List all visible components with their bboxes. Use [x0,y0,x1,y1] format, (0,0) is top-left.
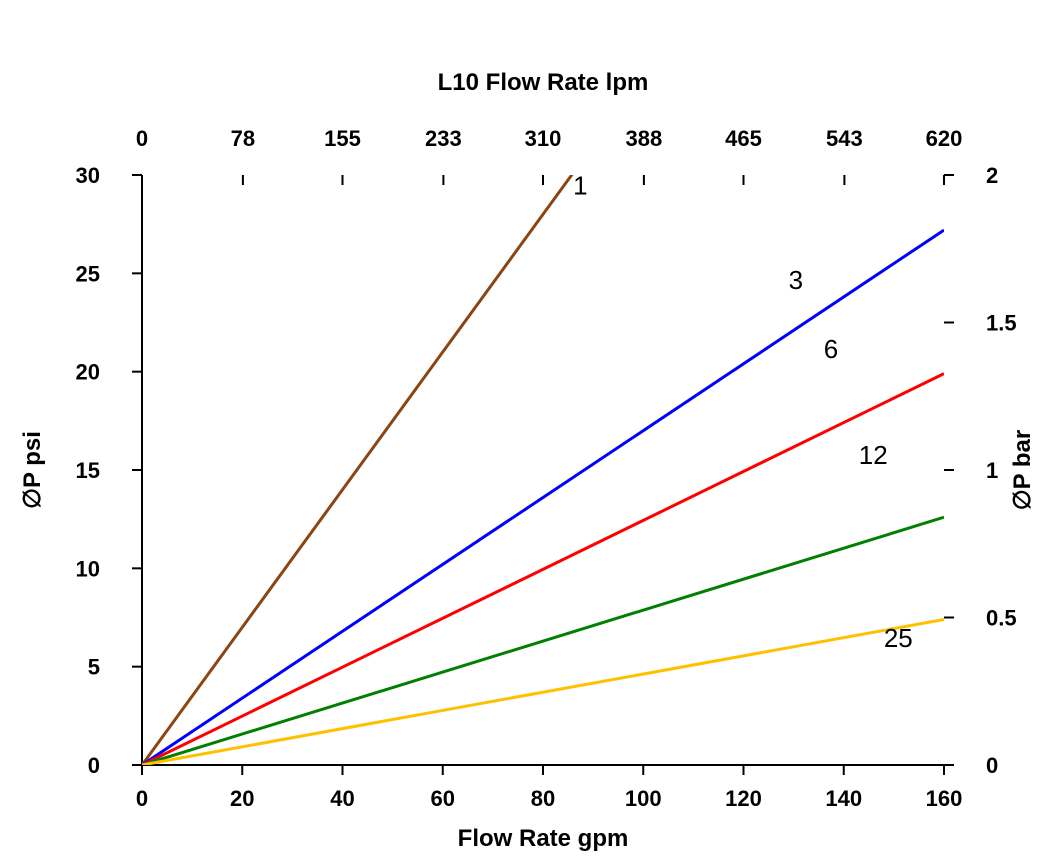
series-label-6: 6 [824,334,838,364]
y-left-tick-label: 10 [76,556,100,581]
x-bottom-tick-label: 120 [725,786,762,811]
x-bottom-tick-label: 100 [625,786,662,811]
chart-container: { "canvas": {"width":1062,"height":868,"… [0,0,1062,868]
x-top-tick-label: 78 [231,126,255,151]
y-right-tick-label: 1 [986,458,998,483]
y-left-tick-label: 30 [76,163,100,188]
y-left-tick-label: 25 [76,261,100,286]
x-top-tick-label: 310 [525,126,562,151]
x-bottom-tick-label: 20 [230,786,254,811]
x-top-tick-label: 233 [425,126,462,151]
y-left-tick-label: 20 [76,360,100,385]
x-bottom-axis-label: Flow Rate gpm [458,825,629,852]
series-label-1: 1 [573,171,587,201]
y-right-tick-label: 2 [986,163,998,188]
x-top-tick-label: 0 [136,126,148,151]
chart-title: L10 Flow Rate lpm [438,69,649,96]
x-top-tick-label: 155 [324,126,361,151]
line-chart: 1361225020406080100120140160Flow Rate gp… [0,0,1062,868]
y-right-axis-label: ∅P bar [1009,430,1036,511]
x-top-tick-label: 620 [926,126,963,151]
y-left-tick-label: 15 [76,458,100,483]
series-label-3: 3 [789,265,803,295]
x-bottom-tick-label: 40 [330,786,354,811]
x-top-tick-label: 465 [725,126,762,151]
series-label-12: 12 [859,440,888,470]
series-label-25: 25 [884,623,913,653]
x-bottom-tick-label: 160 [926,786,963,811]
y-left-axis-label: ∅P psi [19,431,46,509]
y-left-tick-label: 0 [88,753,100,778]
y-right-tick-label: 0 [986,753,998,778]
x-bottom-tick-label: 60 [431,786,455,811]
x-bottom-tick-label: 140 [825,786,862,811]
x-top-tick-label: 543 [826,126,863,151]
x-bottom-tick-label: 80 [531,786,555,811]
y-right-tick-label: 1.5 [986,311,1017,336]
y-left-tick-label: 5 [88,655,100,680]
x-top-tick-label: 388 [626,126,663,151]
x-bottom-tick-label: 0 [136,786,148,811]
y-right-tick-label: 0.5 [986,606,1017,631]
